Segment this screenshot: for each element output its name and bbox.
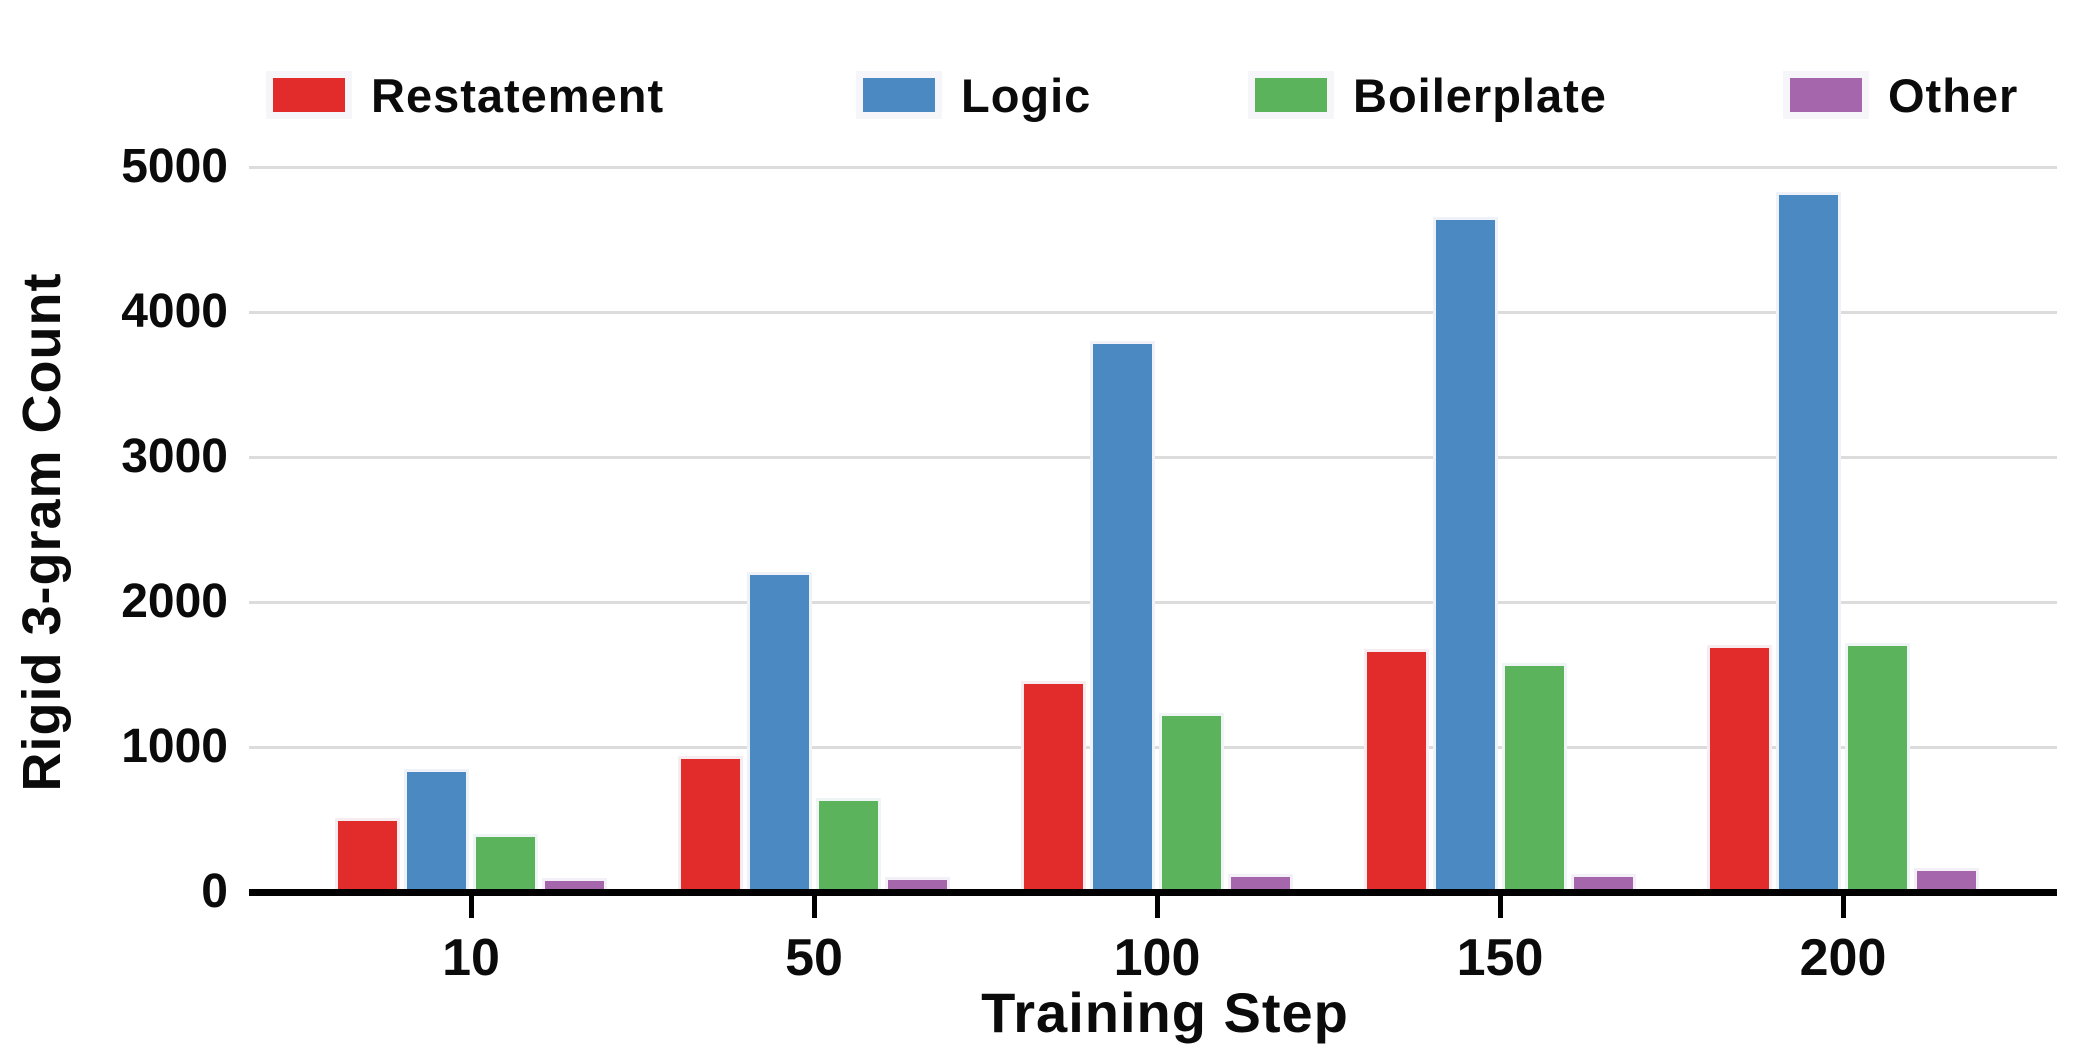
y-tick-label-5000: 5000	[121, 140, 228, 193]
y-tick-label-2000: 2000	[121, 575, 228, 628]
x-tick-mark-10	[469, 896, 474, 918]
bar-boilerplate-150	[1502, 663, 1567, 891]
y-tick-label-1000: 1000	[121, 720, 228, 773]
y-tick-label-0: 0	[201, 865, 228, 918]
bar-boilerplate-200	[1845, 643, 1910, 891]
bar-restatement-10	[335, 818, 400, 891]
x-tick-mark-200	[1841, 896, 1846, 918]
x-tick-label-100: 100	[1113, 929, 1201, 987]
bar-other-150	[1571, 874, 1636, 891]
x-axis-line	[249, 889, 2057, 896]
x-tick-mark-100	[1155, 896, 1160, 918]
bar-other-200	[1914, 868, 1979, 891]
legend-item-logic: Logic	[863, 68, 1092, 122]
legend-swatch-logic	[863, 78, 935, 112]
x-tick-label-50: 50	[785, 929, 843, 987]
bar-restatement-200	[1707, 645, 1772, 891]
legend-label-restatement: Restatement	[371, 68, 665, 122]
bar-logic-200	[1776, 192, 1841, 891]
legend-label-boilerplate: Boilerplate	[1353, 68, 1607, 122]
gridline-5000	[249, 166, 2057, 169]
legend-label-logic: Logic	[961, 68, 1092, 122]
legend-item-boilerplate: Boilerplate	[1255, 68, 1607, 122]
bar-logic-50	[747, 572, 812, 891]
bar-restatement-50	[678, 756, 743, 891]
bar-logic-10	[404, 769, 469, 891]
bar-logic-100	[1090, 341, 1155, 891]
gridline-4000	[249, 311, 2057, 314]
x-axis-title: Training Step	[981, 981, 1349, 1044]
legend-item-other: Other	[1790, 68, 2019, 122]
x-tick-label-150: 150	[1456, 929, 1544, 987]
legend-swatch-boilerplate	[1255, 78, 1327, 112]
bar-other-50	[885, 877, 950, 891]
bar-restatement-100	[1021, 681, 1086, 891]
legend-swatch-other	[1790, 78, 1862, 112]
x-tick-label-200: 200	[1799, 929, 1887, 987]
bar-other-100	[1228, 874, 1293, 891]
legend-swatch-restatement	[273, 78, 345, 112]
x-tick-mark-150	[1498, 896, 1503, 918]
bar-restatement-150	[1364, 649, 1429, 891]
bar-boilerplate-50	[816, 798, 881, 891]
bar-boilerplate-10	[473, 834, 538, 891]
x-tick-label-10: 10	[442, 929, 500, 987]
y-tick-label-3000: 3000	[121, 430, 228, 483]
bar-logic-150	[1433, 217, 1498, 891]
x-tick-mark-50	[812, 896, 817, 918]
legend-item-restatement: Restatement	[273, 68, 665, 122]
bar-other-10	[542, 878, 607, 891]
legend-label-other: Other	[1888, 68, 2019, 122]
bar-boilerplate-100	[1159, 713, 1224, 891]
y-tick-label-4000: 4000	[121, 285, 228, 338]
